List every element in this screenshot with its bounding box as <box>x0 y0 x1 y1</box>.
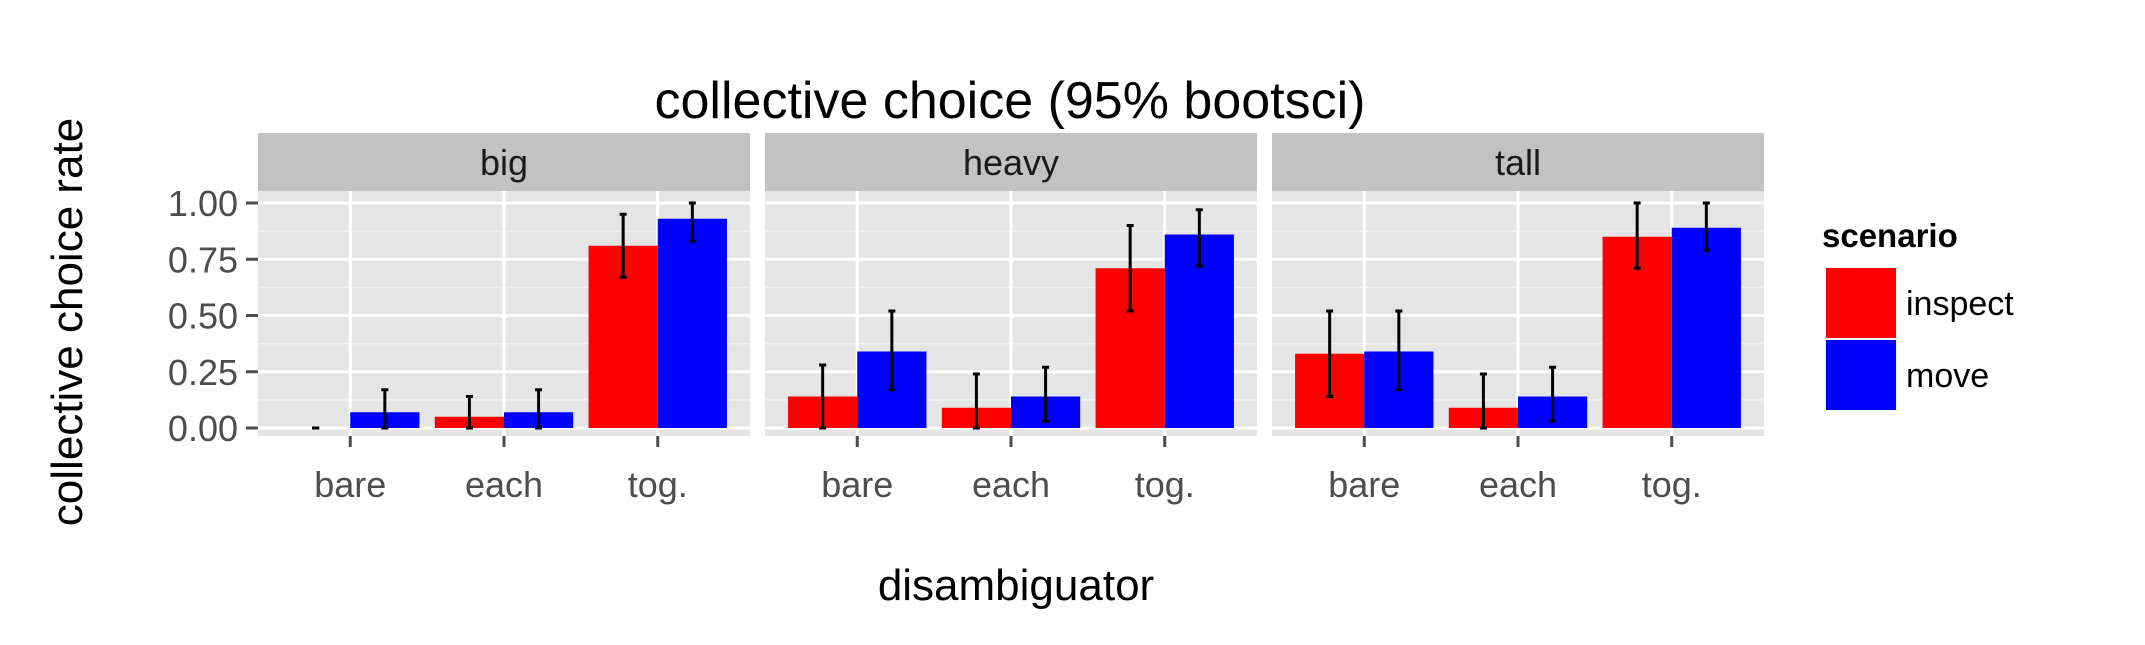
x-axis-title: disambiguator <box>878 561 1154 610</box>
y-tick-label: 0.00 <box>168 408 238 449</box>
facet-panels: big bare each tog. heavy bare each tog. tall bare… <box>258 133 1764 505</box>
legend-label-move: move <box>1906 357 1989 395</box>
x-tick-label-tog.: tog. <box>1135 464 1195 505</box>
y-axis: 0.00 0.25 0.50 0.75 1.00 <box>168 183 258 449</box>
error-bar-big-move-tog. <box>688 201 696 243</box>
x-tick-label-each: each <box>465 464 543 505</box>
x-tick-label-bare: bare <box>1328 464 1400 505</box>
strip-label-heavy: heavy <box>963 142 1059 183</box>
error-bar-tall-inspect-bare <box>1326 309 1334 398</box>
error-bar-big-move-bare <box>381 388 389 430</box>
error-bar-heavy-move-bare <box>888 309 896 392</box>
error-bar-tall-move-tog. <box>1702 201 1710 252</box>
legend-swatch-move <box>1826 340 1896 410</box>
x-tick-label-tog.: tog. <box>1642 464 1702 505</box>
error-bar-heavy-move-each <box>1042 365 1050 423</box>
error-bar-heavy-inspect-tog. <box>1126 224 1134 313</box>
legend-title: scenario <box>1822 217 1958 254</box>
facet-big: big bare each tog. <box>258 133 750 505</box>
legend-label-inspect: inspect <box>1906 285 2014 323</box>
y-tick-label: 0.75 <box>168 239 238 280</box>
error-bar-tall-inspect-tog. <box>1633 201 1641 270</box>
legend: scenario inspect move <box>1822 217 2014 411</box>
strip-label-tall: tall <box>1495 142 1541 183</box>
x-tick-label-bare: bare <box>314 464 386 505</box>
error-bar-tall-move-bare <box>1395 309 1403 392</box>
x-tick-label-each: each <box>1479 464 1557 505</box>
error-bar-big-inspect-tog. <box>619 212 627 279</box>
x-tick-label-tog.: tog. <box>628 464 688 505</box>
y-axis-title: collective choice rate <box>43 118 92 526</box>
error-bar-tall-move-each <box>1549 365 1557 423</box>
x-tick-label-each: each <box>972 464 1050 505</box>
strip-tall <box>1272 133 1764 191</box>
bar-tall-move-tog. <box>1671 227 1741 428</box>
error-bar-big-inspect-each <box>465 395 473 430</box>
error-bar-tall-inspect-each <box>1479 372 1487 430</box>
strip-big <box>258 133 750 191</box>
facet-tall: tall bare each tog. <box>1272 133 1764 505</box>
error-bar-heavy-inspect-bare <box>819 363 827 430</box>
error-bar-big-move-each <box>535 388 543 430</box>
strip-heavy <box>765 133 1257 191</box>
x-tick-label-bare: bare <box>821 464 893 505</box>
strip-label-big: big <box>480 142 528 183</box>
error-bar-heavy-move-tog. <box>1195 208 1203 268</box>
chart-title: collective choice (95% bootsci) <box>655 72 1366 130</box>
error-bar-heavy-inspect-each <box>972 372 980 430</box>
y-tick-label: 0.50 <box>168 296 238 337</box>
y-tick-label: 0.25 <box>168 352 238 393</box>
legend-swatch-inspect <box>1826 268 1896 338</box>
bar-big-move-tog. <box>657 218 727 428</box>
y-tick-label: 1.00 <box>168 183 238 224</box>
facet-heavy: heavy bare each tog. <box>765 133 1257 505</box>
